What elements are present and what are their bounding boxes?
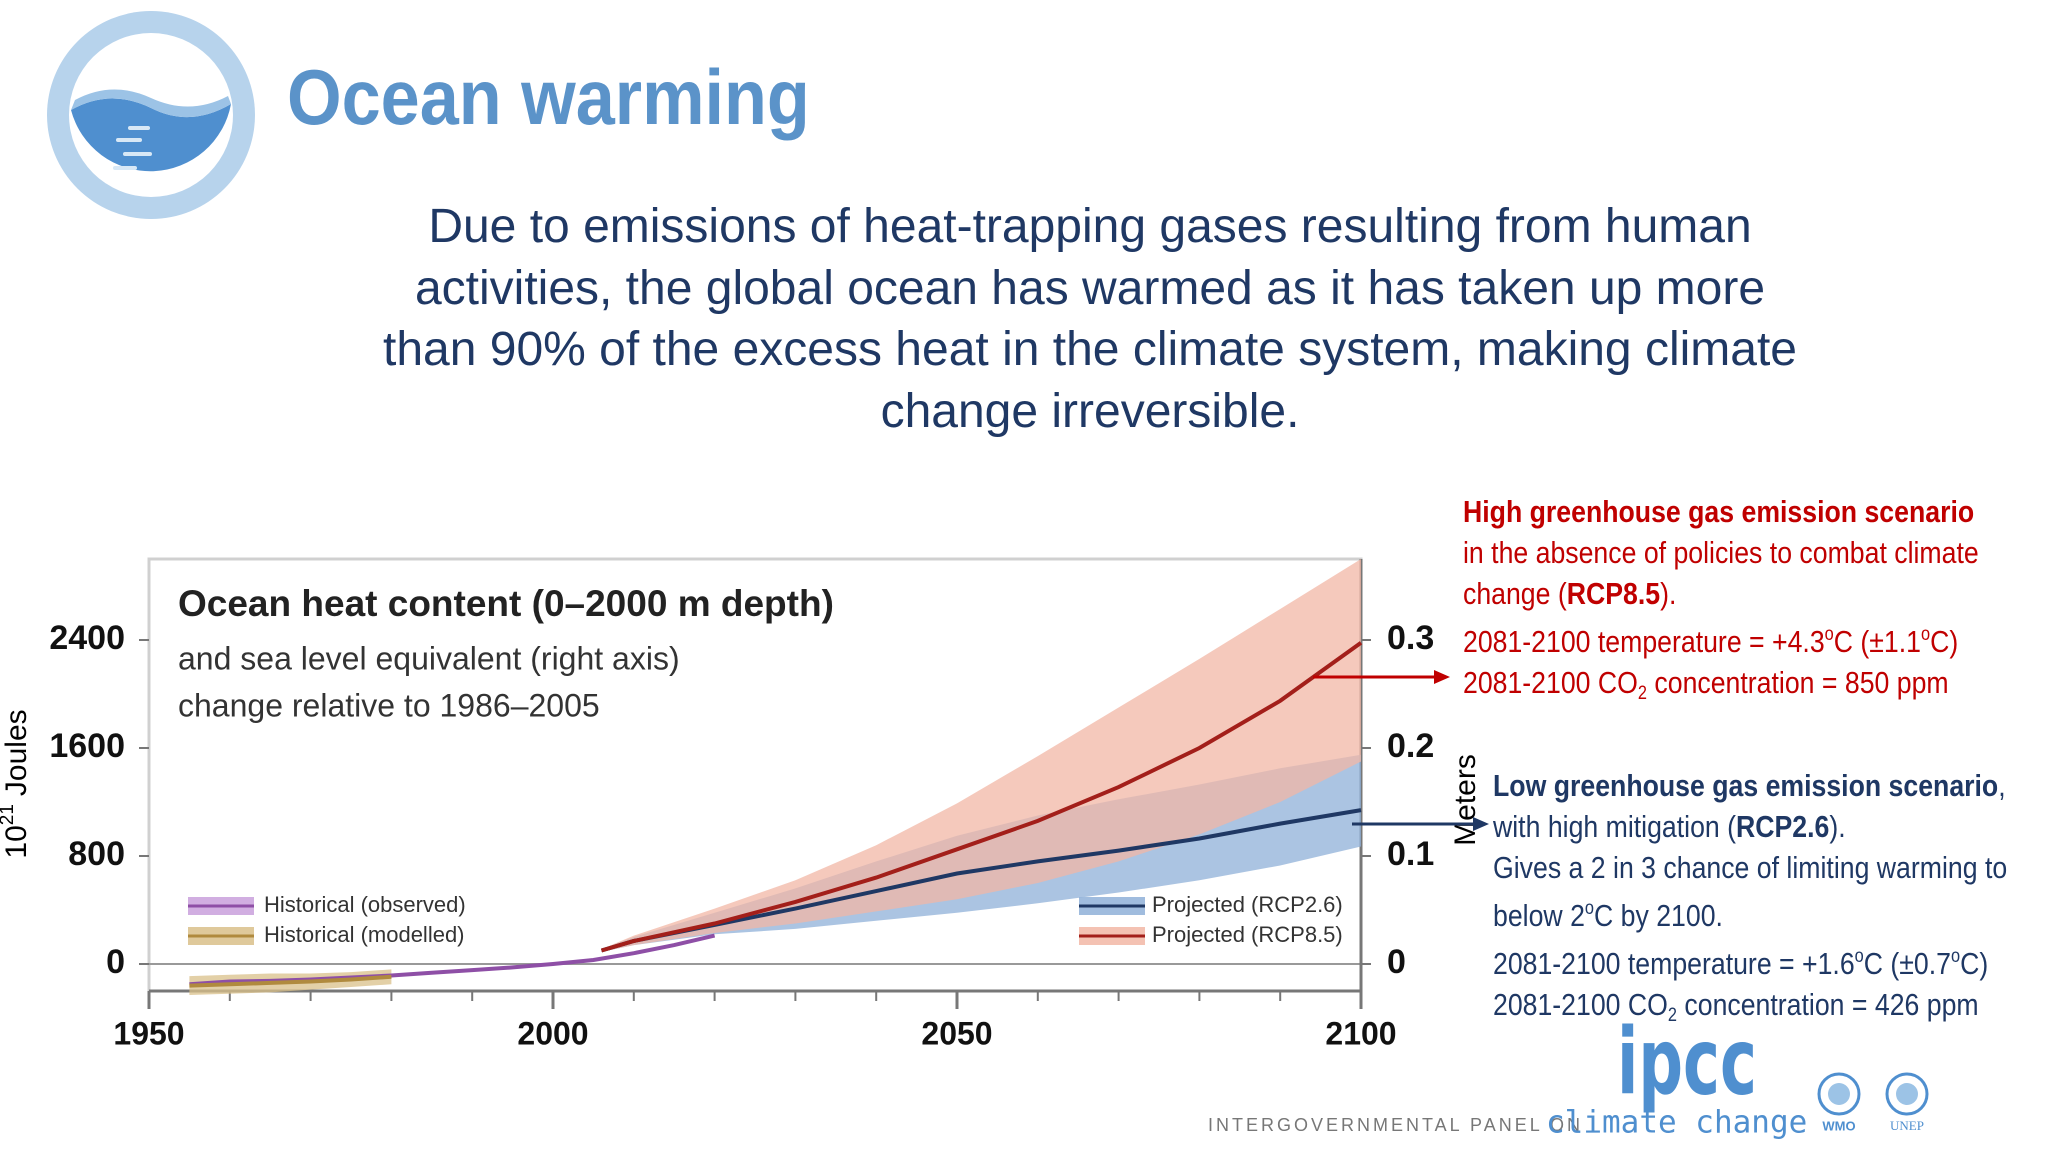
note-sub: 2 — [1667, 1005, 1677, 1026]
note-text: 2081-2100 CO — [1493, 987, 1668, 1022]
note-text: below 2 — [1493, 898, 1585, 933]
y-tick-label: 800 — [68, 835, 125, 873]
note-text: change ( — [1463, 576, 1567, 611]
note-text: C (±1.1 — [1833, 624, 1921, 659]
note-text: concentration = 850 ppm — [1654, 665, 1949, 700]
note-heading: High greenhouse gas emission scenario — [1463, 494, 1975, 529]
series-line — [189, 974, 392, 988]
ocean-logo — [47, 11, 255, 219]
y-label-base: 10 — [0, 825, 33, 858]
legend-label: Historical (modelled) — [264, 922, 465, 947]
y-tick-label: 2400 — [49, 619, 125, 657]
note-text: 2081-2100 CO — [1463, 665, 1638, 700]
intro-line: than 90% of the excess heat in the clima… — [382, 323, 1797, 376]
note-text: , — [1998, 768, 2006, 803]
note-text: concentration = 426 ppm — [1684, 987, 1979, 1022]
note-sup: o — [1950, 946, 1961, 967]
x-tick-label: 2050 — [921, 1015, 992, 1051]
y2-tick-label: 0.3 — [1387, 619, 1434, 657]
y2-tick-label: 0.2 — [1387, 727, 1434, 765]
note-sup: o — [1824, 624, 1834, 645]
wmo-label: WMO — [1822, 1118, 1855, 1133]
note-sub: 2 — [1637, 683, 1647, 704]
note-sup: o — [1920, 624, 1931, 645]
note-line: in the absence of policies to combat cli… — [1463, 535, 1979, 570]
y-axis-label: 1021 Joules — [0, 709, 33, 858]
y2-axis-label: Meters — [1449, 754, 1482, 846]
note-heading: Low greenhouse gas emission scenario — [1493, 768, 1999, 803]
y-label-exp: 21 — [0, 804, 18, 825]
note-text: 2081-2100 temperature = +1.6 — [1493, 946, 1855, 981]
y-tick-label: 1600 — [49, 727, 125, 765]
org-name: INTERGOVERNMENTAL PANEL ON — [1208, 1115, 1583, 1135]
legend-label: Projected (RCP8.5) — [1152, 922, 1343, 947]
org-name: climate change — [1546, 1105, 1807, 1141]
intro-line: Due to emissions of heat-trapping gases … — [428, 200, 1752, 253]
x-tick-label: 1950 — [113, 1015, 184, 1051]
note-text: ). — [1660, 576, 1677, 611]
uncertainty-band — [601, 559, 1361, 952]
note-line: Gives a 2 in 3 chance of limiting warmin… — [1493, 850, 2008, 885]
note-text: C) — [1930, 624, 1959, 659]
note-sup: o — [1584, 898, 1594, 919]
intro-line: change irreversible. — [880, 384, 1300, 438]
legend-label: Historical (observed) — [264, 892, 466, 917]
note-text: C (±0.7 — [1863, 946, 1951, 981]
y-tick-label: 0 — [106, 943, 125, 981]
series-line — [600, 641, 1363, 953]
y-label-unit: Joules — [0, 709, 33, 796]
low-scenario-note: Low greenhouse gas emission scenario, wi… — [1493, 765, 2007, 1036]
chart-title: Ocean heat content (0–2000 m depth) — [178, 583, 834, 624]
chart-subtitle: change relative to 1986–2005 — [178, 687, 600, 723]
note-text: 2081-2100 temperature = +4.3 — [1463, 624, 1825, 659]
high-scenario-note: High greenhouse gas emission scenario in… — [1463, 491, 1979, 714]
note-bold: RCP8.5 — [1566, 576, 1661, 611]
x-tick-label: 2000 — [517, 1015, 588, 1051]
chart: Ocean heat content (0–2000 m depth) and … — [0, 557, 1482, 1051]
note-text: C by 2100. — [1593, 898, 1723, 933]
page-title: Ocean warming — [287, 53, 810, 141]
intro-text: Due to emissions of heat-trapping gases … — [240, 196, 1940, 442]
y2-tick-label: 0.1 — [1387, 835, 1434, 873]
note-sup: o — [1854, 946, 1864, 967]
ipcc-logo: ipcc — [1617, 1008, 1757, 1115]
unep-label: UNEP — [1890, 1118, 1924, 1133]
note-text: with high mitigation ( — [1493, 809, 1737, 844]
note-text: ). — [1829, 809, 1846, 844]
note-text: C) — [1960, 946, 1989, 981]
note-bold: RCP2.6 — [1736, 809, 1830, 844]
intro-line: activities, the global ocean has warmed … — [414, 261, 1766, 315]
y2-tick-label: 0 — [1387, 943, 1406, 981]
footer-logos: ipcc INTERGOVERNMENTAL PANEL ON climate … — [1208, 1008, 1929, 1141]
legend-label: Projected (RCP2.6) — [1152, 892, 1343, 917]
arrows — [1313, 670, 1489, 831]
x-tick-label: 2100 — [1325, 1015, 1396, 1051]
chart-subtitle: and sea level equivalent (right axis) — [178, 640, 680, 676]
